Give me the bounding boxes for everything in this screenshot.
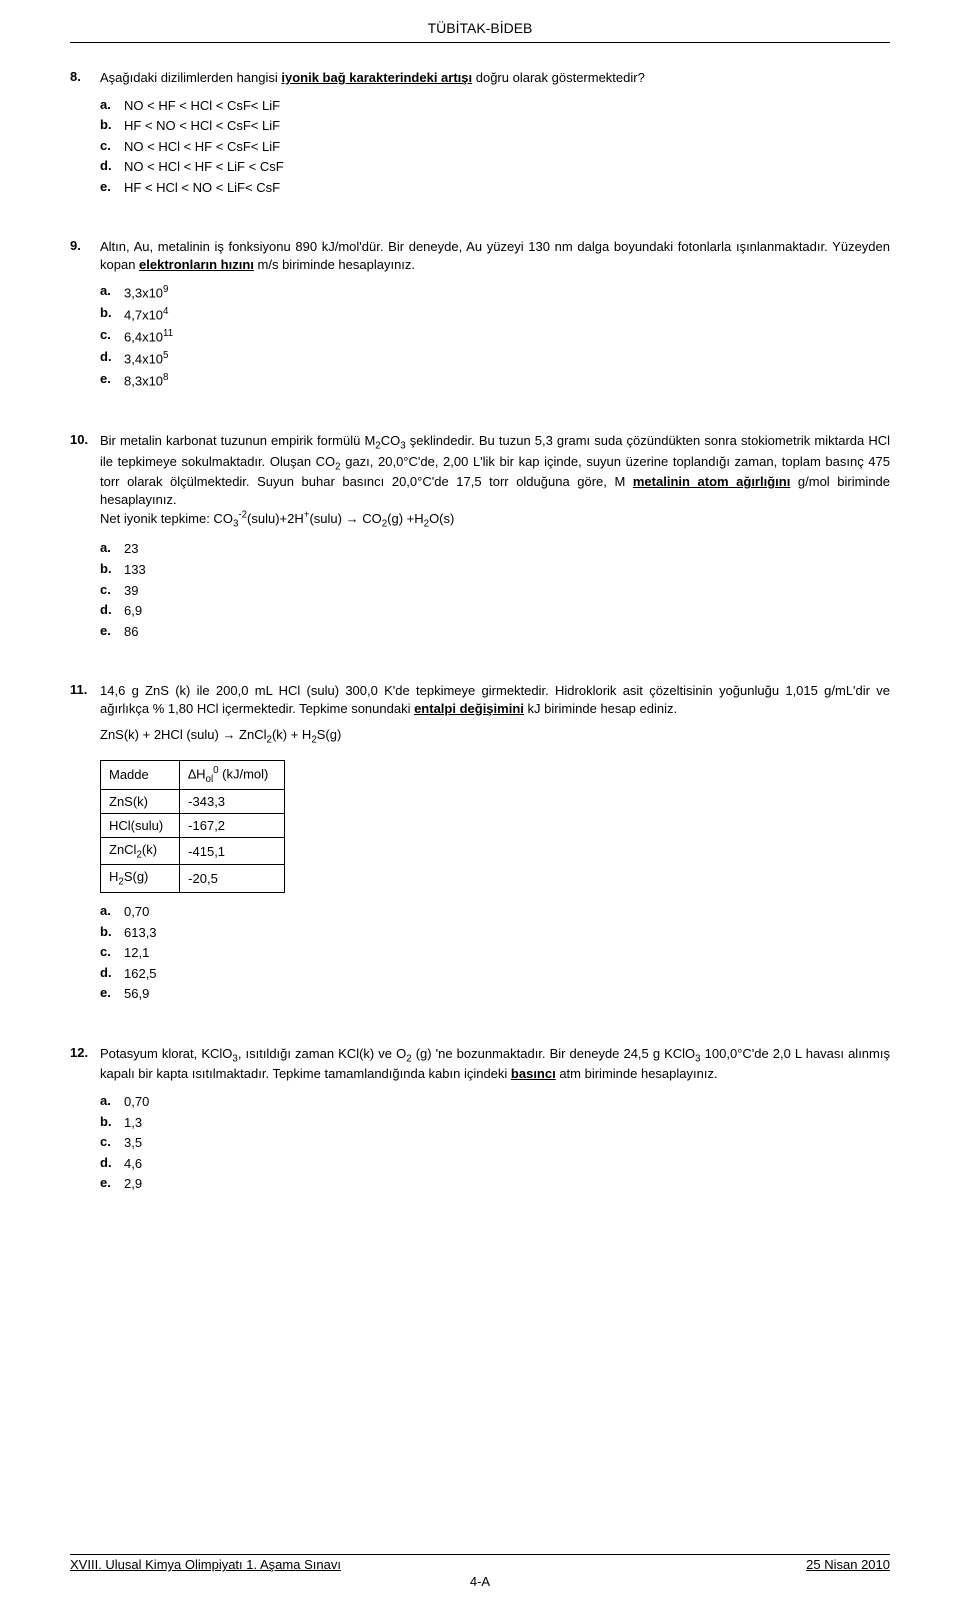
q9-opt-b-label: b. (100, 305, 124, 320)
question-12: 12. Potasyum klorat, KClO3, ısıtıldığı z… (70, 1045, 890, 1193)
q11-r3c2: -415,1 (180, 837, 285, 865)
footer-divider (70, 1554, 890, 1555)
q8-text: Aşağıdaki dizilimlerden hangisi iyonik b… (100, 69, 890, 87)
q9-opt-a: 3,3x109 (124, 283, 168, 302)
q11-r4c2: -20,5 (180, 865, 285, 893)
q10-text: Bir metalin karbonat tuzunun empirik for… (100, 432, 890, 531)
q12-opt-b: 1,3 (124, 1114, 142, 1132)
q8-opt-b: HF < NO < HCl < CsF< LiF (124, 117, 280, 135)
question-9: 9. Altın, Au, metalinin iş fonksiyonu 89… (70, 238, 890, 389)
q11-opt-d-label: d. (100, 965, 124, 980)
q9-opt-c-label: c. (100, 327, 124, 342)
q11-opt-e: 56,9 (124, 985, 149, 1003)
q9-opt-e: 8,3x108 (124, 371, 168, 390)
q10-opt-b: 133 (124, 561, 146, 579)
q9-text: Altın, Au, metalinin iş fonksiyonu 890 k… (100, 238, 890, 273)
question-8: 8. Aşağıdaki dizilimlerden hangisi iyoni… (70, 69, 890, 196)
page-footer: XVIII. Ulusal Kimya Olimpiyatı 1. Aşama … (70, 1554, 890, 1589)
q11-opt-d: 162,5 (124, 965, 157, 983)
q9-number: 9. (70, 238, 100, 253)
q9-opt-d: 3,4x105 (124, 349, 168, 368)
q10-opt-c-label: c. (100, 582, 124, 597)
q12-number: 12. (70, 1045, 100, 1060)
question-11: 11. 14,6 g ZnS (k) ile 200,0 mL HCl (sul… (70, 682, 890, 1003)
q11-opt-e-label: e. (100, 985, 124, 1000)
q11-enthalpy-table: Madde ∆Hol0 (kJ/mol) ZnS(k)-343,3 HCl(su… (100, 760, 285, 893)
q11-equation: ZnS(k) + 2HCl (sulu) → ZnCl2(k) + H2S(g) (70, 727, 890, 746)
q11-r2c2: -167,2 (180, 813, 285, 837)
footer-right: 25 Nisan 2010 (806, 1557, 890, 1572)
q8-text-bold: iyonik bağ karakterindeki artışı (281, 70, 472, 85)
footer-left: XVIII. Ulusal Kimya Olimpiyatı 1. Aşama … (70, 1557, 341, 1572)
q12-opt-c-label: c. (100, 1134, 124, 1149)
q12-opt-e-label: e. (100, 1175, 124, 1190)
q10-opt-e: 86 (124, 623, 138, 641)
q12-opt-a-label: a. (100, 1093, 124, 1108)
question-10: 10. Bir metalin karbonat tuzunun empirik… (70, 432, 890, 640)
q12-opt-d: 4,6 (124, 1155, 142, 1173)
q12-opt-d-label: d. (100, 1155, 124, 1170)
q11-opt-b-label: b. (100, 924, 124, 939)
q8-opt-a: NO < HF < HCl < CsF< LiF (124, 97, 280, 115)
q9-opt-e-label: e. (100, 371, 124, 386)
q8-opt-c-label: c. (100, 138, 124, 153)
q12-opt-c: 3,5 (124, 1134, 142, 1152)
q8-opt-b-label: b. (100, 117, 124, 132)
q10-opt-d: 6,9 (124, 602, 142, 620)
q9-opt-d-label: d. (100, 349, 124, 364)
q8-text-pre: Aşağıdaki dizilimlerden hangisi (100, 70, 281, 85)
page-header-title: TÜBİTAK-BİDEB (70, 20, 890, 36)
header-divider (70, 42, 890, 43)
q12-text: Potasyum klorat, KClO3, ısıtıldığı zaman… (100, 1045, 890, 1083)
q11-r1c2: -343,3 (180, 789, 285, 813)
q8-opt-d-label: d. (100, 158, 124, 173)
q8-opt-a-label: a. (100, 97, 124, 112)
q9-opt-a-label: a. (100, 283, 124, 298)
q10-number: 10. (70, 432, 100, 447)
q9-text-post: m/s biriminde hesaplayınız. (254, 257, 415, 272)
q8-text-post: doğru olarak göstermektedir? (472, 70, 645, 85)
q11-th-substance: Madde (101, 760, 180, 789)
q8-opt-e-label: e. (100, 179, 124, 194)
q9-text-bold: elektronların hızını (139, 257, 254, 272)
q11-opt-a: 0,70 (124, 903, 149, 921)
q12-opt-b-label: b. (100, 1114, 124, 1129)
q11-r2c1: HCl(sulu) (101, 813, 180, 837)
q10-opt-b-label: b. (100, 561, 124, 576)
q8-opt-e: HF < HCl < NO < LiF< CsF (124, 179, 280, 197)
footer-page-number: 4-A (70, 1574, 890, 1589)
q8-opt-d: NO < HCl < HF < LiF < CsF (124, 158, 284, 176)
q11-text: 14,6 g ZnS (k) ile 200,0 mL HCl (sulu) 3… (100, 682, 890, 717)
q10-opt-c: 39 (124, 582, 138, 600)
q11-opt-b: 613,3 (124, 924, 157, 942)
q8-opt-c: NO < HCl < HF < CsF< LiF (124, 138, 280, 156)
q11-number: 11. (70, 682, 100, 697)
q10-opt-a: 23 (124, 540, 138, 558)
q11-opt-a-label: a. (100, 903, 124, 918)
q11-th-dh: ∆Hol0 (kJ/mol) (180, 760, 285, 789)
q10-net-ionic: Net iyonik tepkime: CO3-2(sulu)+2H+(sulu… (100, 511, 454, 526)
q9-opt-c: 6,4x1011 (124, 327, 173, 346)
q11-opt-c: 12,1 (124, 944, 149, 962)
q9-opt-b: 4,7x104 (124, 305, 168, 324)
q10-opt-e-label: e. (100, 623, 124, 638)
q11-r3c1: ZnCl2(k) (101, 837, 180, 865)
q8-number: 8. (70, 69, 100, 84)
q11-r1c1: ZnS(k) (101, 789, 180, 813)
q10-opt-a-label: a. (100, 540, 124, 555)
q12-opt-e: 2,9 (124, 1175, 142, 1193)
q11-r4c1: H2S(g) (101, 865, 180, 893)
q10-opt-d-label: d. (100, 602, 124, 617)
q12-opt-a: 0,70 (124, 1093, 149, 1111)
q11-opt-c-label: c. (100, 944, 124, 959)
